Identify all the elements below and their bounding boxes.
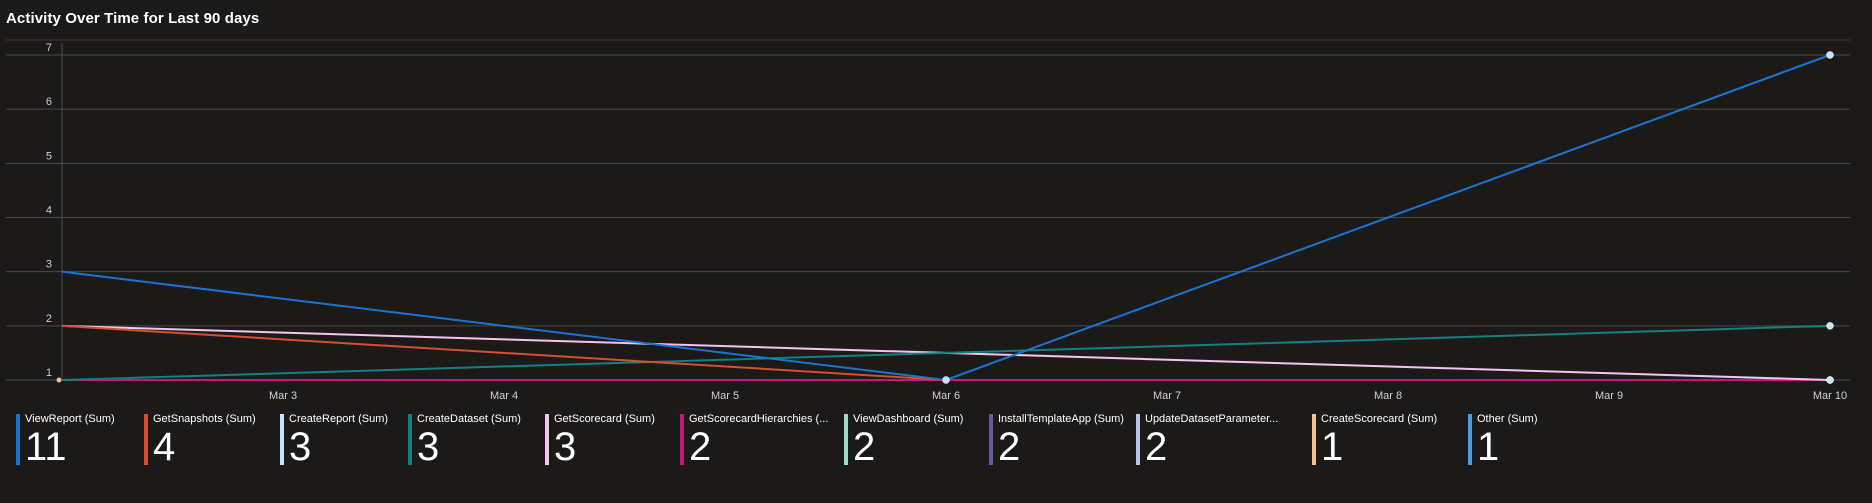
series-end-marker — [1826, 51, 1834, 59]
series-end-marker — [942, 376, 950, 384]
x-tick-label: Mar 5 — [711, 390, 739, 402]
legend-label: CreateDataset (Sum) — [417, 413, 521, 425]
legend-label: InstallTemplateApp (Sum) — [998, 413, 1124, 425]
legend-total-value: 2 — [998, 425, 1021, 469]
y-tick-label: 7 — [46, 42, 52, 54]
legend-label: ViewDashboard (Sum) — [853, 413, 964, 425]
legend-color-bar — [545, 414, 549, 465]
legend-item[interactable]: GetSnapshots (Sum) 4 — [144, 413, 256, 467]
legend-total-value: 3 — [417, 425, 440, 469]
legend-item[interactable]: ViewDashboard (Sum) 2 — [844, 413, 963, 467]
line-chart: 1 2 3 4 5 6 7 Mar 3 Mar 4 Mar 5 Mar 6 Mar 7 Mar 8 Mar… — [6, 39, 1850, 402]
x-tick-label: Mar 10 — [1813, 390, 1847, 402]
legend-color-bar — [989, 414, 993, 465]
legend-item[interactable]: UpdateDatasetParameter... 2 — [1136, 413, 1278, 467]
legend-total-value: 1 — [1321, 425, 1344, 469]
legend-total-value: 3 — [289, 425, 312, 469]
legend-item[interactable]: CreateReport (Sum) 3 — [280, 413, 388, 467]
legend-item[interactable]: InstallTemplateApp (Sum) 2 — [989, 413, 1124, 467]
legend-total-value: 2 — [853, 425, 876, 469]
legend-color-bar — [144, 414, 148, 465]
x-tick-label: Mar 6 — [932, 390, 960, 402]
legend-total-value: 4 — [153, 425, 176, 469]
legend-total-value: 1 — [1477, 425, 1500, 469]
series-start-marker — [56, 377, 62, 383]
y-tick-label: 1 — [46, 367, 52, 379]
x-tick-label: Mar 7 — [1153, 390, 1181, 402]
legend-item[interactable]: GetScorecardHierarchies (... 2 — [680, 413, 828, 467]
legend-label: GetScorecardHierarchies (... — [689, 413, 829, 425]
legend-label: GetScorecard (Sum) — [554, 413, 655, 425]
legend-label: UpdateDatasetParameter... — [1145, 413, 1279, 425]
y-tick-label: 6 — [46, 96, 52, 108]
legend-item[interactable]: Other (Sum) 1 — [1468, 413, 1538, 467]
legend-item[interactable]: CreateScorecard (Sum) 1 — [1312, 413, 1437, 467]
y-tick-label: 4 — [46, 205, 52, 217]
legend-color-bar — [1136, 414, 1140, 465]
legend-item[interactable]: ViewReport (Sum) 11 — [16, 413, 115, 467]
legend-label: ViewReport (Sum) — [25, 413, 115, 425]
legend-total-value: 2 — [689, 425, 712, 469]
x-tick-label: Mar 8 — [1374, 390, 1402, 402]
legend-total-value: 11 — [25, 425, 67, 469]
series-line — [61, 324, 1831, 381]
legend-color-bar — [408, 414, 412, 465]
series-end-marker — [1826, 322, 1834, 330]
series-line — [61, 324, 947, 381]
series-end-marker — [1826, 376, 1834, 384]
x-tick-label: Mar 3 — [269, 390, 297, 402]
legend-color-bar — [16, 414, 20, 465]
legend-color-bar — [1468, 414, 1472, 465]
legend-color-bar — [844, 414, 848, 465]
legend-label: CreateReport (Sum) — [289, 413, 389, 425]
legend-label: Other (Sum) — [1477, 413, 1538, 425]
legend-label: CreateScorecard (Sum) — [1321, 413, 1438, 425]
legend-total-value: 3 — [554, 425, 577, 469]
legend-item[interactable]: GetScorecard (Sum) 3 — [545, 413, 655, 467]
legend-color-bar — [1312, 414, 1316, 465]
y-tick-label: 2 — [46, 313, 52, 325]
legend-item[interactable]: CreateDataset (Sum) 3 — [408, 413, 521, 467]
legend-label: GetSnapshots (Sum) — [153, 413, 256, 425]
legend-color-bar — [280, 414, 284, 465]
x-tick-label: Mar 4 — [490, 390, 518, 402]
y-tick-label: 3 — [46, 259, 52, 271]
y-tick-label: 5 — [46, 150, 52, 162]
legend-color-bar — [680, 414, 684, 465]
x-tick-label: Mar 9 — [1595, 390, 1623, 402]
legend-total-value: 2 — [1145, 425, 1168, 469]
chart-title: Activity Over Time for Last 90 days — [6, 10, 260, 27]
chart-legend: ViewReport (Sum) 11 GetSnapshots (Sum) 4 Cre… — [16, 413, 1866, 473]
